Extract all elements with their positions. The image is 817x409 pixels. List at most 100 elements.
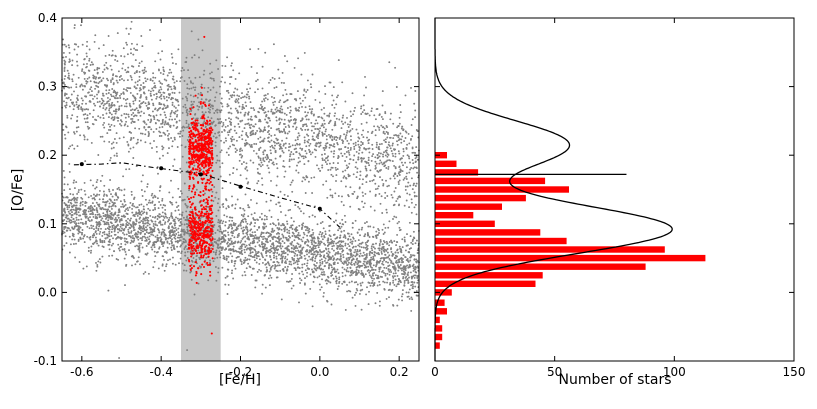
grey-point (346, 116, 348, 119)
grey-point (307, 118, 310, 121)
grey-point (275, 110, 278, 113)
grey-point (108, 54, 111, 56)
grey-point (280, 298, 283, 301)
grey-point (253, 125, 256, 128)
grey-point (102, 107, 105, 110)
grey-point (217, 68, 220, 70)
grey-point (177, 132, 180, 135)
grey-point (273, 267, 276, 270)
grey-point (139, 139, 142, 142)
grey-point (269, 233, 272, 235)
grey-point (125, 233, 128, 236)
grey-point (226, 103, 229, 106)
grey-point (244, 274, 247, 277)
grey-point (122, 47, 125, 50)
grey-point (352, 113, 355, 116)
grey-point (309, 83, 312, 86)
grey-point (130, 121, 133, 124)
grey-point (385, 208, 388, 211)
grey-point (262, 222, 265, 225)
grey-point (229, 243, 232, 246)
grey-point (76, 98, 79, 101)
grey-point (86, 121, 89, 124)
grey-point (113, 124, 116, 127)
grey-point (150, 94, 153, 97)
grey-point (378, 114, 381, 117)
grey-point (66, 86, 69, 88)
grey-point (401, 238, 404, 241)
grey-point (252, 234, 255, 237)
grey-point (259, 130, 262, 133)
grey-point (257, 172, 260, 175)
grey-point (136, 141, 139, 144)
grey-point (110, 117, 113, 120)
grey-point (362, 136, 365, 139)
grey-point (234, 207, 237, 210)
grey-point (220, 139, 222, 142)
grey-point (241, 230, 244, 233)
grey-point (124, 69, 127, 71)
grey-point (256, 167, 259, 170)
grey-point (259, 159, 262, 162)
grey-point (103, 140, 106, 143)
grey-point (267, 167, 270, 170)
grey-point (352, 258, 355, 261)
grey-point (111, 201, 114, 204)
grey-point (76, 64, 79, 67)
grey-point (185, 95, 187, 98)
grey-point (385, 151, 388, 154)
grey-point (99, 116, 102, 119)
grey-point (185, 231, 188, 234)
grey-point (365, 181, 368, 184)
grey-point (292, 232, 295, 235)
grey-point (394, 134, 397, 136)
grey-point (194, 113, 196, 116)
grey-point (289, 155, 291, 158)
grey-point (393, 267, 396, 270)
grey-point (351, 296, 354, 299)
grey-point (87, 217, 90, 220)
grey-point (132, 136, 135, 139)
grey-point (182, 269, 185, 272)
grey-point (110, 95, 113, 98)
grey-point (385, 167, 388, 169)
grey-point (416, 294, 419, 297)
grey-point (183, 182, 186, 185)
grey-point (146, 203, 148, 206)
grey-point (89, 179, 92, 182)
grey-point (271, 236, 274, 239)
grey-point (256, 182, 259, 185)
grey-point (186, 248, 189, 251)
grey-point (371, 252, 374, 255)
grey-point (114, 58, 117, 61)
grey-point (227, 227, 230, 230)
grey-point (113, 116, 116, 119)
grey-point (410, 247, 412, 250)
grey-point (83, 58, 86, 61)
grey-point (324, 85, 326, 88)
grey-point (206, 90, 209, 93)
grey-point (71, 114, 74, 117)
grey-point (115, 132, 118, 135)
grey-point (259, 136, 262, 139)
grey-point (143, 121, 146, 124)
grey-point (223, 128, 226, 131)
grey-point (104, 217, 107, 220)
grey-point (293, 66, 296, 69)
grey-point (105, 92, 108, 95)
grey-point (336, 168, 339, 171)
grey-point (99, 230, 102, 233)
grey-point (402, 178, 405, 181)
grey-point (385, 249, 388, 252)
grey-point (311, 73, 314, 76)
grey-point (262, 153, 265, 156)
grey-point (222, 121, 225, 124)
grey-point (273, 134, 276, 137)
grey-point (402, 277, 405, 280)
grey-point (147, 103, 150, 106)
grey-point (325, 135, 328, 137)
grey-point (227, 205, 230, 208)
grey-point (311, 268, 313, 271)
grey-point (124, 210, 127, 212)
grey-point (125, 208, 128, 211)
